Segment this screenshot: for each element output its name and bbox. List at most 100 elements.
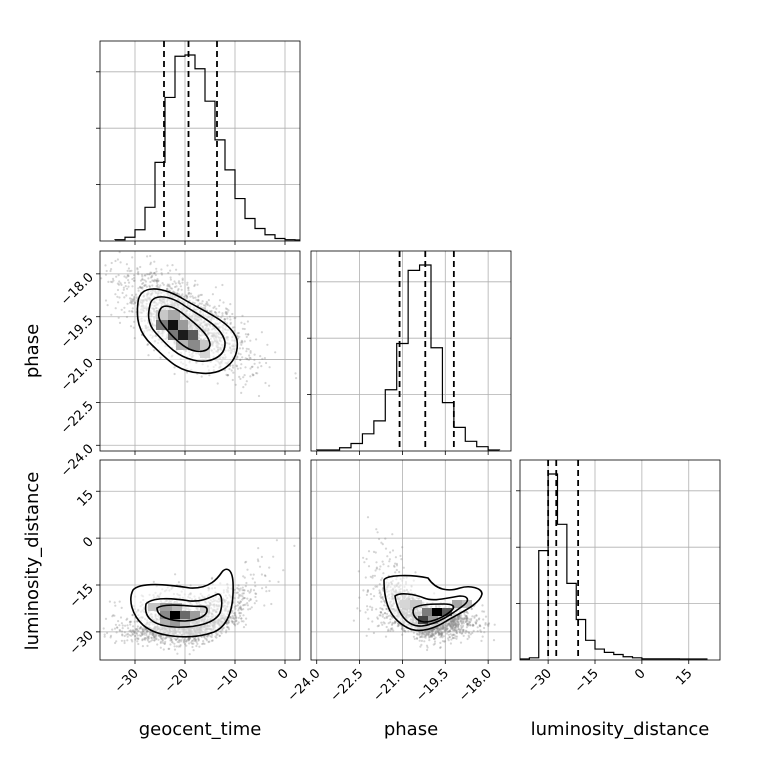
scatter-point: [228, 628, 230, 630]
scatter-point: [132, 625, 134, 627]
scatter-point: [134, 635, 136, 637]
scatter-point: [268, 567, 270, 569]
scatter-point: [190, 293, 192, 295]
scatter-point: [226, 317, 228, 319]
scatter-point: [261, 358, 263, 360]
scatter-point: [198, 646, 200, 648]
scatter-point: [170, 276, 172, 278]
scatter-point: [255, 600, 257, 602]
scatter-point: [258, 395, 260, 397]
scatter-point: [125, 294, 127, 296]
scatter-point: [254, 354, 256, 356]
scatter-point: [252, 578, 254, 580]
scatter-point: [245, 357, 247, 359]
scatter-point: [196, 643, 198, 645]
scatter-point: [178, 645, 180, 647]
scatter-point: [376, 567, 378, 569]
scatter-point: [230, 616, 232, 618]
scatter-point: [259, 355, 261, 357]
scatter-point: [117, 620, 119, 622]
scatter-point: [269, 580, 271, 582]
scatter-point: [215, 312, 217, 314]
scatter-point: [218, 311, 220, 313]
scatter-point: [156, 282, 158, 284]
scatter-point: [120, 616, 122, 618]
scatter-point: [240, 588, 242, 590]
scatter-point: [208, 299, 210, 301]
scatter-point: [110, 314, 112, 316]
scatter-point: [225, 307, 227, 309]
scatter-point: [132, 307, 134, 309]
scatter-point: [115, 307, 117, 309]
scatter-point: [231, 313, 233, 315]
scatter-point: [176, 638, 178, 640]
scatter-point: [144, 632, 146, 634]
scatter-point: [118, 624, 120, 626]
scatter-point: [131, 285, 133, 287]
scatter-point: [248, 354, 250, 356]
scatter-point: [121, 630, 123, 632]
scatter-point: [118, 317, 120, 319]
scatter-point: [184, 638, 186, 640]
scatter-point: [207, 304, 209, 306]
scatter-point: [131, 614, 133, 616]
scatter-point: [466, 626, 468, 628]
scatter-point: [201, 303, 203, 305]
scatter-point: [201, 376, 203, 378]
scatter-point: [439, 642, 441, 644]
scatter-point: [235, 617, 237, 619]
scatter-point: [191, 643, 193, 645]
scatter-point: [175, 282, 177, 284]
scatter-point: [183, 641, 185, 643]
scatter-point: [125, 277, 127, 279]
scatter-point: [174, 573, 176, 575]
scatter-point: [249, 357, 251, 359]
scatter-point: [163, 284, 165, 286]
scatter-point: [370, 593, 372, 595]
scatter-point: [235, 358, 237, 360]
scatter-point: [185, 640, 187, 642]
histogram-panel-geocent_time: [96, 41, 300, 241]
scatter-point: [144, 279, 146, 281]
scatter-point: [144, 285, 146, 287]
scatter-point: [277, 581, 279, 583]
scatter-point: [189, 296, 191, 298]
scatter-point: [243, 323, 245, 325]
scatter-point: [146, 286, 148, 288]
panel-background: [100, 41, 300, 241]
scatter-point: [403, 567, 405, 569]
scatter-point: [183, 296, 185, 298]
scatter-point: [272, 556, 274, 558]
scatter-point: [178, 280, 180, 282]
scatter-point: [165, 637, 167, 639]
scatter-point: [241, 595, 243, 597]
scatter-point: [155, 638, 157, 640]
scatter-point: [238, 336, 240, 338]
scatter-point: [126, 288, 128, 290]
scatter-point: [242, 614, 244, 616]
scatter-point: [168, 284, 170, 286]
scatter-point: [105, 299, 107, 301]
scatter-point: [375, 528, 377, 530]
scatter-point: [160, 642, 162, 644]
scatter-point: [401, 634, 403, 636]
scatter-point: [236, 587, 238, 589]
scatter-point: [128, 310, 130, 312]
scatter-point: [382, 563, 384, 565]
scatter-point: [126, 639, 128, 641]
scatter-point: [131, 640, 133, 642]
scatter-point: [164, 641, 166, 643]
scatter-point: [180, 644, 182, 646]
scatter-point: [124, 625, 126, 627]
scatter-point: [153, 581, 155, 583]
scatter-point: [376, 616, 378, 618]
scatter-point: [480, 640, 482, 642]
scatter-point: [238, 595, 240, 597]
scatter-point: [234, 621, 236, 623]
scatter-point: [133, 280, 135, 282]
scatter-point: [127, 286, 129, 288]
scatter-point: [136, 632, 138, 634]
scatter-point: [114, 293, 116, 295]
scatter-point: [358, 570, 360, 572]
